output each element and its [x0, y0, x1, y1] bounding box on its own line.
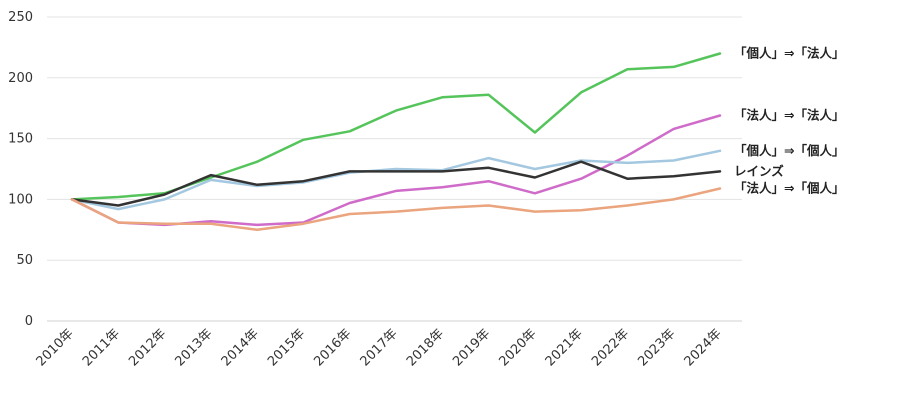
y-tick-label: 250: [8, 10, 33, 25]
series-label: 「法人」⇒「個人」: [734, 180, 844, 195]
y-tick-label: 0: [25, 314, 33, 329]
series-label: 「法人」⇒「法人」: [734, 107, 844, 122]
x-tick-label: 2020年: [496, 326, 539, 369]
x-tick-label: 2016年: [311, 326, 354, 369]
x-tick-label: 2019年: [450, 326, 493, 369]
x-tick-label: 2021年: [543, 326, 586, 369]
y-tick-label: 150: [8, 132, 33, 147]
x-axis-tick-labels: 2010年 2011年 2012年 2013年 2014年 2015年 2016年 2017年…: [34, 326, 725, 369]
series-line: [70, 187, 722, 232]
x-tick-label: 2015年: [265, 326, 308, 369]
y-tick-label: 100: [8, 192, 33, 207]
x-tick-label: 2012年: [126, 326, 169, 369]
series-labels: 「個人」⇒「法人」「法人」⇒「法人」「個人」⇒「個人」レインズ「法人」⇒「個人」: [734, 45, 844, 195]
series-lines: [70, 52, 722, 232]
series-label: 「個人」⇒「個人」: [734, 143, 844, 158]
x-tick-label: 2022年: [589, 326, 632, 369]
series-label: 「個人」⇒「法人」: [734, 45, 844, 60]
series-line: [70, 160, 722, 207]
x-tick-label: 2018年: [404, 326, 447, 369]
series-label: レインズ: [734, 163, 784, 178]
y-axis-tick-labels: 0 50 100 150 200 250: [8, 10, 33, 329]
x-tick-label: 2024年: [682, 326, 725, 369]
y-tick-label: 50: [16, 253, 33, 268]
x-tick-label: 2010年: [34, 326, 77, 369]
x-tick-label: 2017年: [358, 326, 401, 369]
x-tick-label: 2013年: [172, 326, 215, 369]
x-tick-label: 2011年: [80, 326, 123, 369]
x-tick-label: 2014年: [219, 326, 262, 369]
y-tick-label: 200: [8, 71, 33, 86]
x-tick-label: 2023年: [635, 326, 678, 369]
series-line: [70, 149, 722, 211]
